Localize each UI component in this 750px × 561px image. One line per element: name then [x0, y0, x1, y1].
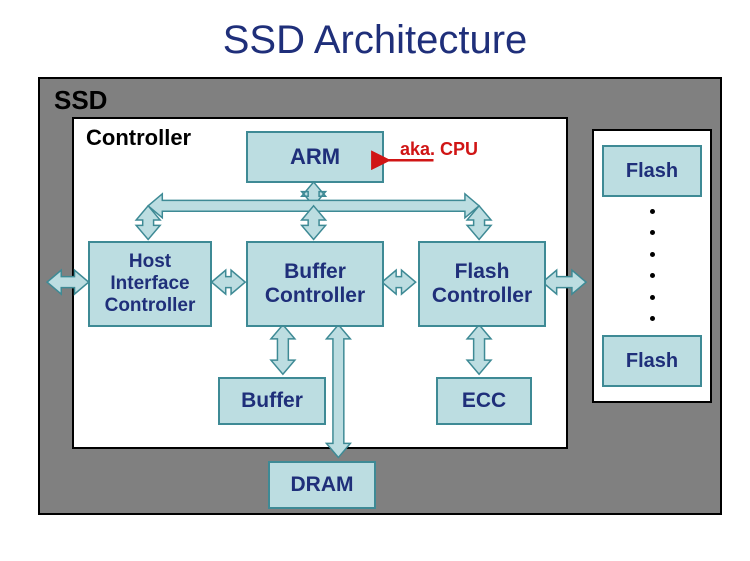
ssd-outer-box: SSD Controller ARM HostInterfaceControll…: [38, 77, 722, 515]
page-title: SSD Architecture: [0, 18, 750, 63]
flash-ellipsis-dots: [649, 209, 655, 321]
cpu-annotation-arrow: [40, 79, 720, 513]
